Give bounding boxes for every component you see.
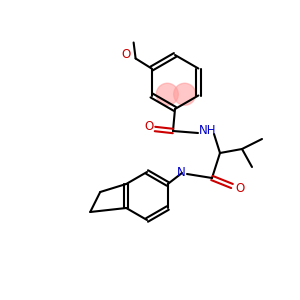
Text: NH: NH [199, 124, 217, 137]
Circle shape [156, 83, 178, 105]
Text: O: O [236, 182, 244, 194]
Text: O: O [144, 121, 154, 134]
Text: N: N [177, 166, 185, 178]
Text: O: O [122, 48, 130, 61]
Circle shape [174, 83, 196, 105]
